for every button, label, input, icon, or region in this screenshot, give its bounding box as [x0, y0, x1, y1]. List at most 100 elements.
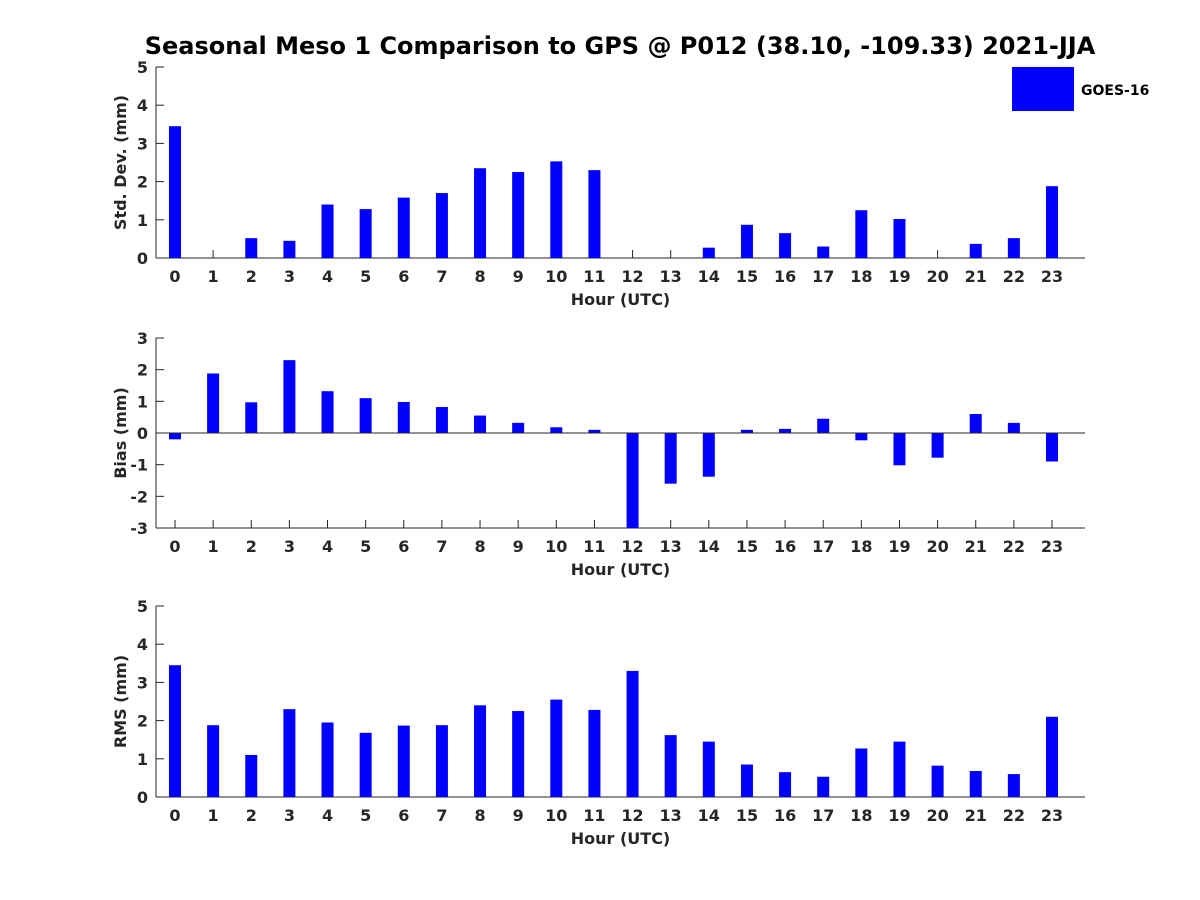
y-tick-label: 0: [137, 788, 148, 807]
bar: [169, 126, 181, 259]
bar: [893, 433, 906, 466]
bar: [435, 193, 448, 258]
x-tick-label: 3: [284, 267, 295, 286]
x-tick-label: 11: [583, 806, 605, 825]
x-tick-label: 14: [698, 806, 720, 825]
x-tick-label: 3: [284, 537, 295, 556]
x-tick-label: 19: [888, 267, 910, 286]
bar: [283, 709, 296, 797]
bar: [817, 246, 830, 258]
bar: [702, 741, 715, 797]
x-tick-label: 15: [736, 267, 758, 286]
x-tick-label: 13: [660, 267, 682, 286]
x-tick-label: 7: [436, 806, 447, 825]
bar: [740, 764, 753, 797]
bar: [397, 401, 410, 433]
y-tick-label: 4: [137, 635, 148, 654]
y-tick-label: -3: [130, 519, 148, 538]
bar: [893, 219, 906, 258]
bar: [664, 735, 677, 797]
legend-label: GOES-16: [1081, 83, 1149, 99]
bar: [321, 204, 334, 258]
bar: [1045, 716, 1058, 797]
bar: [855, 210, 868, 258]
x-tick-label: 9: [513, 537, 524, 556]
bar: [626, 670, 639, 797]
y-tick-label: 2: [137, 173, 148, 192]
legend-swatch: [1012, 67, 1074, 111]
bar: [969, 414, 982, 433]
x-tick-label: 1: [208, 267, 219, 286]
x-tick-label: 0: [169, 806, 180, 825]
x-tick-label: 18: [850, 267, 872, 286]
y-tick-label: 0: [137, 424, 148, 443]
y-tick-label: 1: [137, 392, 148, 411]
bar: [931, 765, 944, 797]
x-tick-label: 4: [322, 806, 333, 825]
x-tick-label: 12: [621, 537, 643, 556]
bar: [740, 224, 753, 258]
bar: [817, 776, 830, 797]
x-tick-label: 6: [398, 806, 409, 825]
y-tick-label: 3: [137, 329, 148, 348]
x-tick-label: 22: [1003, 537, 1025, 556]
x-tick-label: 2: [246, 537, 257, 556]
bar: [1045, 433, 1058, 462]
x-tick-label: 22: [1003, 267, 1025, 286]
x-tick-label: 8: [474, 806, 485, 825]
x-tick-label: 23: [1041, 806, 1063, 825]
y-tick-label: 1: [137, 211, 148, 230]
y-tick-label: 0: [137, 249, 148, 268]
bar: [1007, 422, 1020, 433]
bar: [702, 433, 715, 477]
y-tick-label: 1: [137, 750, 148, 769]
x-tick-label: 16: [774, 806, 796, 825]
y-tick-label: -1: [130, 456, 148, 475]
x-tick-label: 11: [583, 267, 605, 286]
bar: [397, 197, 410, 258]
x-tick-label: 12: [621, 806, 643, 825]
bar: [474, 168, 487, 258]
x-tick-label: 11: [583, 537, 605, 556]
bar: [1007, 774, 1020, 797]
x-tick-label: 8: [474, 537, 485, 556]
x-tick-label: 20: [926, 537, 948, 556]
x-tick-label: 0: [169, 537, 180, 556]
bar: [283, 360, 296, 433]
bar: [474, 705, 487, 797]
x-tick-label: 20: [926, 806, 948, 825]
bar: [359, 398, 372, 433]
x-tick-label: 17: [812, 806, 834, 825]
bar: [893, 741, 906, 797]
x-tick-label: 23: [1041, 537, 1063, 556]
bar: [474, 415, 487, 433]
x-tick-label: 2: [246, 267, 257, 286]
x-tick-label: 14: [698, 267, 720, 286]
x-tick-label: 1: [208, 537, 219, 556]
x-tick-label: 9: [513, 267, 524, 286]
x-axis-label: Hour (UTC): [571, 290, 671, 309]
x-tick-label: 10: [545, 806, 567, 825]
bar: [931, 433, 944, 458]
x-tick-label: 13: [660, 806, 682, 825]
x-tick-label: 18: [850, 806, 872, 825]
x-tick-label: 22: [1003, 806, 1025, 825]
bar: [512, 422, 525, 433]
y-axis-label: Std. Dev. (mm): [111, 95, 130, 230]
bar: [321, 391, 334, 433]
x-tick-label: 17: [812, 267, 834, 286]
bar: [969, 771, 982, 797]
y-axis-label: RMS (mm): [111, 655, 130, 748]
bar: [702, 247, 715, 258]
x-tick-label: 10: [545, 537, 567, 556]
x-tick-label: 16: [774, 537, 796, 556]
x-tick-label: 21: [965, 537, 987, 556]
x-axis-label: Hour (UTC): [571, 829, 671, 848]
bar: [550, 427, 563, 433]
y-tick-label: 3: [137, 134, 148, 153]
x-tick-label: 7: [436, 267, 447, 286]
y-tick-label: 2: [137, 361, 148, 380]
x-tick-label: 20: [926, 267, 948, 286]
bar: [817, 418, 830, 433]
